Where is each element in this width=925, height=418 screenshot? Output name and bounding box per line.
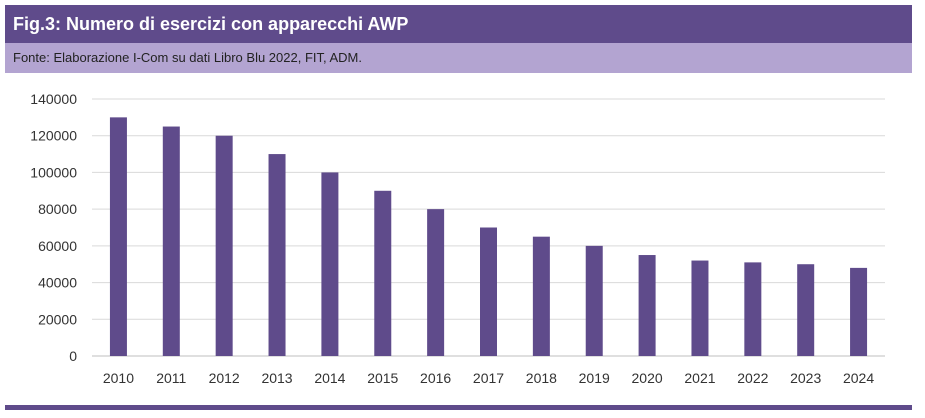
- bottom-rule: [5, 405, 912, 410]
- bar-chart: 020000400006000080000100000120000140000 …: [30, 91, 885, 386]
- x-tick-label: 2022: [737, 370, 768, 386]
- bar-2016: [427, 209, 445, 356]
- x-tick-label: 2024: [843, 370, 874, 386]
- bar-2022: [744, 262, 762, 356]
- x-tick-label: 2021: [684, 370, 715, 386]
- y-tick-label: 80000: [38, 201, 77, 217]
- x-tick-label: 2014: [314, 370, 345, 386]
- bars: [109, 117, 868, 357]
- bar-2019: [585, 245, 603, 356]
- y-tick-label: 100000: [30, 164, 77, 180]
- bar-2010: [109, 117, 127, 356]
- x-tick-label: 2023: [790, 370, 821, 386]
- y-tick-label: 120000: [30, 128, 77, 144]
- x-tick-label: 2015: [367, 370, 398, 386]
- x-tick-label: 2016: [420, 370, 451, 386]
- figure-title: Fig.3: Numero di esercizi con apparecchi…: [5, 5, 912, 43]
- bar-2021: [691, 260, 709, 356]
- x-tick-label: 2011: [156, 370, 186, 386]
- y-axis-ticks: 0 20000 40000 60000 80000 100000 120000 140000: [30, 91, 77, 364]
- y-tick-label: 140000: [30, 91, 77, 107]
- bar-2023: [797, 264, 815, 356]
- y-tick-label: 40000: [38, 275, 77, 291]
- bar-2015: [374, 190, 392, 356]
- x-tick-label: 2020: [632, 370, 663, 386]
- x-tick-label: 2012: [209, 370, 240, 386]
- bar-2012: [215, 135, 233, 356]
- figure-source: Fonte: Elaborazione I-Com su dati Libro …: [5, 43, 912, 73]
- x-tick-label: 2010: [103, 370, 134, 386]
- x-tick-label: 2017: [473, 370, 504, 386]
- y-tick-label: 0: [69, 348, 77, 364]
- y-tick-label: 20000: [38, 311, 77, 327]
- bar-2017: [480, 227, 497, 356]
- bar-2014: [321, 172, 339, 356]
- bar-2018: [532, 236, 550, 356]
- bar-2024: [850, 267, 868, 356]
- bar-2013: [268, 154, 286, 356]
- y-tick-label: 60000: [38, 238, 77, 254]
- bar-2011: [162, 126, 180, 357]
- bar-2020: [638, 255, 656, 356]
- x-tick-label: 2019: [579, 370, 610, 386]
- x-tick-label: 2013: [261, 370, 292, 386]
- x-axis-ticks: 2010 2011 2012 2013 2014 2015 2016 2017 2018 2019…: [103, 370, 874, 386]
- x-tick-label: 2018: [526, 370, 557, 386]
